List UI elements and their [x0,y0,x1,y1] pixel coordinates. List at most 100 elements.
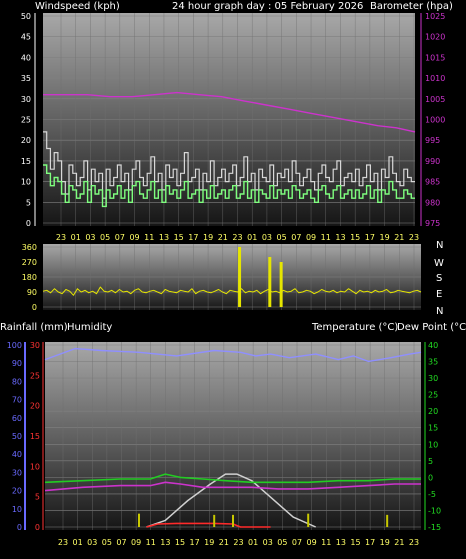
rain-time-label: 05 [102,538,112,547]
direction-line [42,286,422,296]
wind-time-label: 03 [85,233,95,242]
rain-time-label: 23 [58,538,68,547]
compass-s: S [436,273,442,284]
rain-time-label: 19 [380,538,390,547]
wind-time-label: 07 [291,233,301,242]
wind-time-label: 11 [144,233,154,242]
barometer-y-tick-label: 1015 [425,53,445,62]
humidity-y-tick-label: 90 [12,359,22,368]
barometer-y-tick-label: 1005 [425,95,445,104]
direction-y-tick-label: 0 [32,303,37,312]
rain-y-tick-label: 20 [30,402,40,411]
humidity-y-tick-label: 100 [7,341,22,350]
temperature-y-tick-label: -10 [428,506,441,515]
solar-curve [146,473,317,528]
wind-y-tick-label: 5 [26,198,31,207]
temperature-y-tick-label: 20 [428,407,438,416]
temperature-y-tick-label: -15 [428,523,441,532]
dewpoint-axis-title: Dew Point (°C) [397,322,466,333]
wind-time-label: 19 [379,233,389,242]
rain-time-label: 03 [87,538,97,547]
direction-y-tick-label: 270 [22,258,37,267]
wind-time-label: 23 [409,233,419,242]
humidity-y-tick-label: 70 [12,396,22,405]
rain-time-label: 13 [160,538,170,547]
temperature-axis-title: Temperature (°C) [311,322,398,333]
rain-time-label: 17 [365,538,375,547]
temperature-y-tick-label: 40 [428,341,438,350]
barometer-y-tick-label: 985 [425,178,440,187]
wind-y-tick-label: 0 [26,219,31,228]
temperature-y-tick-label: 5 [428,457,433,466]
humidity-line [44,347,422,363]
wind-time-label: 03 [262,233,272,242]
wind-time-label: 15 [350,233,360,242]
wind-time-label: 21 [394,233,404,242]
direction-y-tick-label: 360 [22,243,37,252]
rain-time-label: 13 [336,538,346,547]
direction-spike [279,262,283,307]
wind-y-tick-label: 20 [21,136,31,145]
barometer-y-tick-label: 1025 [425,12,445,21]
barometer-line [43,91,416,133]
rain-y-tick-label: 30 [30,341,40,350]
direction-spike [268,257,272,307]
wind-time-label: 15 [174,233,184,242]
humidity-y-tick-label: 20 [12,487,22,496]
barometer-y-tick-label: 980 [425,198,440,207]
rain-time-label: 23 [409,538,419,547]
wind-time-label: 21 [218,233,228,242]
wind-time-label: 09 [306,233,316,242]
wind-y-tick-label: 50 [21,12,31,21]
wind-time-label: 23 [56,233,66,242]
wind-time-label: 01 [71,233,81,242]
compass-labels: N W S E N [434,240,444,317]
wind-time-label: 09 [129,233,139,242]
rain-y-tick-label: 15 [30,432,40,441]
barometer-y-tick-label: 990 [425,157,440,166]
rain-time-label: 19 [204,538,214,547]
wind-time-label: 19 [203,233,213,242]
wind-time-label: 13 [159,233,169,242]
temperature-y-tick-label: 25 [428,391,438,400]
temperature-y-tick-label: 10 [428,440,438,449]
compass-w: W [434,258,444,269]
wind-y-tick-label: 40 [21,53,31,62]
barometer-y-tick-label: 1000 [425,116,445,125]
wind-time-label: 13 [335,233,345,242]
rain-time-label: 01 [248,538,258,547]
wind-y-tick-label: 45 [21,33,31,42]
wind-time-label: 17 [365,233,375,242]
rain-time-label: 07 [292,538,302,547]
temperature-y-tick-label: 0 [428,473,433,482]
wind-time-label: 07 [115,233,125,242]
rain-time-label: 01 [73,538,83,547]
axes: 0510152025303540455097598098599099510001… [7,12,446,547]
wind-axis-title: Windspeed (kph) [35,1,120,12]
temperature-y-tick-label: 15 [428,424,438,433]
barometer-y-tick-label: 995 [425,136,440,145]
barometer-y-tick-label: 975 [425,219,440,228]
humidity-y-tick-label: 50 [12,432,22,441]
rain-time-label: 11 [146,538,156,547]
rain-time-label: 15 [175,538,185,547]
rain-y-tick-label: 10 [30,462,40,471]
dewpoint-line [44,481,421,492]
rain-y-tick-label: 25 [30,371,40,380]
marks [42,91,422,528]
barometer-axis-title: Barometer (hpa) [370,1,453,12]
rain-time-label: 05 [277,538,287,547]
temperature-y-tick-label: -5 [428,490,436,499]
wind-y-tick-label: 10 [21,178,31,187]
wind-time-label: 05 [100,233,110,242]
rain-time-label: 21 [219,538,229,547]
wind-time-label: 05 [277,233,287,242]
rain-time-label: 09 [307,538,317,547]
rain-y-tick-label: 0 [35,523,40,532]
rain-time-label: 17 [190,538,200,547]
humidity-y-tick-label: 40 [12,450,22,459]
rain-time-label: 07 [116,538,126,547]
rain-y-tick-label: 5 [35,493,40,502]
wind-time-label: 11 [321,233,331,242]
rain-time-label: 23 [233,538,243,547]
